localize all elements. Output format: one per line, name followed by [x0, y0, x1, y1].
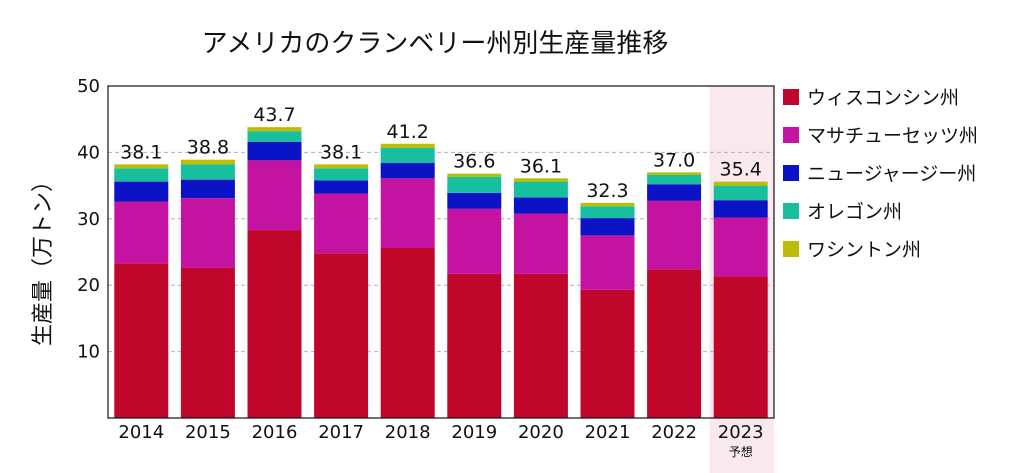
bar-segment: [447, 176, 502, 193]
x-tick-label: 2015: [185, 422, 231, 443]
x-axis-ticks: 2014 2015 2016 2017 2018 2019 2020 2021 2022 2023…: [118, 422, 763, 459]
bar-segment: [580, 218, 635, 236]
x-tick-label: 2016: [252, 422, 298, 443]
legend-label: ウィスコンシン州: [807, 87, 959, 109]
x-tick-label: 2023: [718, 422, 764, 443]
bar-segment: [380, 248, 435, 418]
bar-segment: [447, 273, 502, 418]
legend-swatch: [783, 165, 799, 181]
y-axis-label: 生産量（万トン）: [31, 170, 56, 346]
bar-segment: [380, 147, 435, 164]
plot-frame: [107, 85, 775, 419]
y-tick-label: 40: [77, 142, 100, 163]
bar-segment: [647, 184, 702, 201]
bar-segment: [180, 267, 235, 418]
bar-segment: [647, 174, 702, 185]
bar-segment: [647, 172, 702, 175]
bar-segment: [180, 164, 235, 180]
total-label: 41.2: [387, 121, 429, 143]
y-tick-label: 50: [77, 76, 100, 97]
bar-segment: [180, 159, 235, 165]
bar-segment: [114, 263, 169, 418]
bar-segment: [180, 198, 235, 268]
bar-segment: [580, 235, 635, 290]
bar-segment: [180, 179, 235, 199]
bar-segment: [713, 276, 768, 418]
bar-segment: [513, 273, 568, 418]
x-tick-label: 2018: [385, 422, 431, 443]
bar-segment: [114, 181, 169, 202]
legend-swatch: [783, 89, 799, 105]
bar-segment: [380, 143, 435, 148]
bar-segment: [114, 164, 169, 169]
legend-swatch: [783, 203, 799, 219]
bar-segment: [247, 131, 302, 142]
bar-segment: [513, 181, 568, 198]
bar-segment: [713, 185, 768, 201]
bar-segment: [447, 208, 502, 274]
bar-segment: [580, 202, 635, 207]
x-tick-sublabel: 予想: [729, 444, 753, 459]
x-tick-label: 2017: [318, 422, 364, 443]
bar-segment: [513, 213, 568, 274]
bar-segment: [314, 193, 369, 254]
legend-label: ワシントン州: [807, 239, 921, 261]
bar-segment: [713, 181, 768, 186]
legend-label: マサチューセッツ州: [807, 125, 978, 147]
legend-label: オレゴン州: [807, 201, 902, 223]
legend-swatch: [783, 127, 799, 143]
total-label: 43.7: [253, 104, 295, 126]
x-tick-label: 2020: [518, 422, 564, 443]
y-tick-label: 10: [77, 342, 100, 363]
x-tick-label: 2014: [118, 422, 164, 443]
y-tick-label: 20: [77, 275, 100, 296]
y-axis-ticks: 10 20 30 40 50: [77, 76, 100, 363]
bar-segment: [713, 217, 768, 277]
bar-segment: [380, 178, 435, 249]
bar-segment: [513, 197, 568, 214]
legend-swatch: [783, 241, 799, 257]
bar-segment: [513, 178, 568, 182]
bar-segment: [580, 206, 635, 219]
bar-segment: [314, 180, 369, 194]
total-labels: 38.1 38.8 43.7 38.1 41.2 36.6 36.1 32.3 37.0 35.4: [120, 104, 762, 202]
bar-segment: [380, 163, 435, 179]
x-tick-label: 2021: [585, 422, 631, 443]
total-label: 38.1: [120, 141, 162, 163]
bar-segment: [447, 192, 502, 209]
bar-segment: [114, 201, 169, 264]
total-label: 38.1: [320, 141, 362, 163]
bar-segment: [647, 200, 702, 270]
bar-segment: [580, 289, 635, 418]
total-label: 36.6: [453, 151, 495, 173]
bar-segment: [114, 168, 169, 182]
x-tick-label: 2022: [651, 422, 697, 443]
bar-segment: [247, 127, 302, 132]
bar-segment: [713, 200, 768, 218]
bar-segment: [314, 253, 369, 418]
x-tick-label: 2019: [451, 422, 497, 443]
chart-title: アメリカのクランベリー州別生産量推移: [202, 29, 669, 59]
bar-segment: [447, 173, 502, 177]
bar-segment: [247, 141, 302, 161]
total-label: 32.3: [586, 180, 628, 202]
total-label: 38.8: [187, 137, 229, 159]
bar-segment: [247, 160, 302, 231]
bar-segment: [314, 168, 369, 181]
total-label: 36.1: [520, 155, 562, 177]
total-label: 35.4: [720, 159, 762, 181]
y-tick-label: 30: [77, 209, 100, 230]
bar-segment: [247, 230, 302, 418]
bar-segment: [647, 269, 702, 418]
legend-label: ニュージャージー州: [807, 163, 976, 185]
bar-segment: [314, 164, 369, 169]
bars: [114, 127, 768, 418]
total-label: 37.0: [653, 149, 695, 171]
